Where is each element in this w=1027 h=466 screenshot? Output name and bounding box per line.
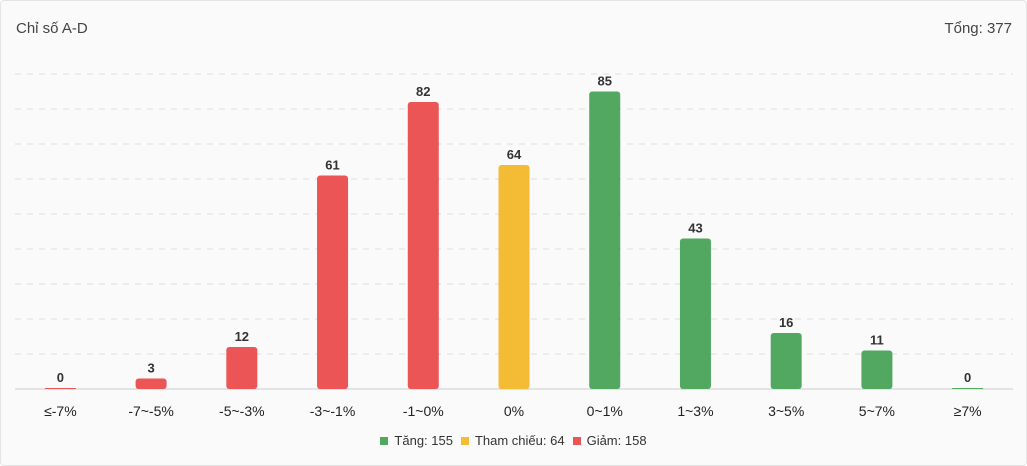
bar[interactable] (317, 175, 349, 390)
legend-swatch (380, 436, 389, 445)
bar[interactable] (589, 91, 621, 390)
bar-value-label: 85 (597, 74, 611, 89)
x-tick-label: -5~-3% (219, 403, 265, 419)
x-tick-label: 0~1% (587, 403, 623, 419)
bar[interactable] (952, 388, 984, 389)
bar-value-label: 12 (235, 329, 249, 344)
chart-legend: Tăng: 155 Tham chiếu: 64 Giảm: 158 (0, 433, 1027, 448)
bar-value-label: 64 (507, 147, 522, 162)
legend-item[interactable]: Tăng: 155 (380, 433, 453, 448)
x-tick-label: 5~7% (859, 403, 895, 419)
bar-value-label: 0 (57, 370, 64, 385)
bar-value-label: 61 (325, 158, 339, 173)
bar[interactable] (770, 333, 802, 389)
x-tick-label: 0% (504, 403, 524, 419)
x-tick-label: ≤-7% (44, 403, 77, 419)
legend-label: Giảm: 158 (586, 433, 647, 448)
x-tick-label: -7~-5% (128, 403, 174, 419)
bar-value-label: 16 (779, 315, 793, 330)
bar-value-label: 3 (147, 361, 154, 376)
bar-value-label: 0 (964, 370, 971, 385)
legend-label: Tham chiếu: 64 (474, 433, 565, 448)
legend-swatch (460, 436, 469, 445)
bar-value-label: 11 (870, 333, 884, 348)
bar[interactable] (679, 238, 711, 390)
x-tick-label: -1~0% (403, 403, 444, 419)
legend-item[interactable]: Giảm: 158 (572, 433, 647, 448)
legend-swatch (572, 436, 581, 445)
bar[interactable] (135, 378, 167, 390)
x-tick-label: ≥7% (954, 403, 982, 419)
x-tick-label: 1~3% (677, 403, 713, 419)
legend-item[interactable]: Tham chiếu: 64 (460, 433, 565, 448)
bar[interactable] (861, 350, 893, 390)
total-count: Tổng: 377 (944, 20, 1012, 37)
bar[interactable] (498, 165, 530, 389)
x-tick-label: -3~-1% (310, 403, 356, 419)
bar[interactable] (44, 388, 76, 389)
bar[interactable] (226, 347, 258, 389)
bar-value-label: 43 (688, 221, 702, 236)
bar-value-label: 82 (416, 84, 430, 99)
legend-label: Tăng: 155 (394, 433, 453, 448)
x-tick-label: 3~5% (768, 403, 804, 419)
chart-title: Chỉ số A-D (16, 20, 88, 37)
bar[interactable] (407, 102, 439, 389)
